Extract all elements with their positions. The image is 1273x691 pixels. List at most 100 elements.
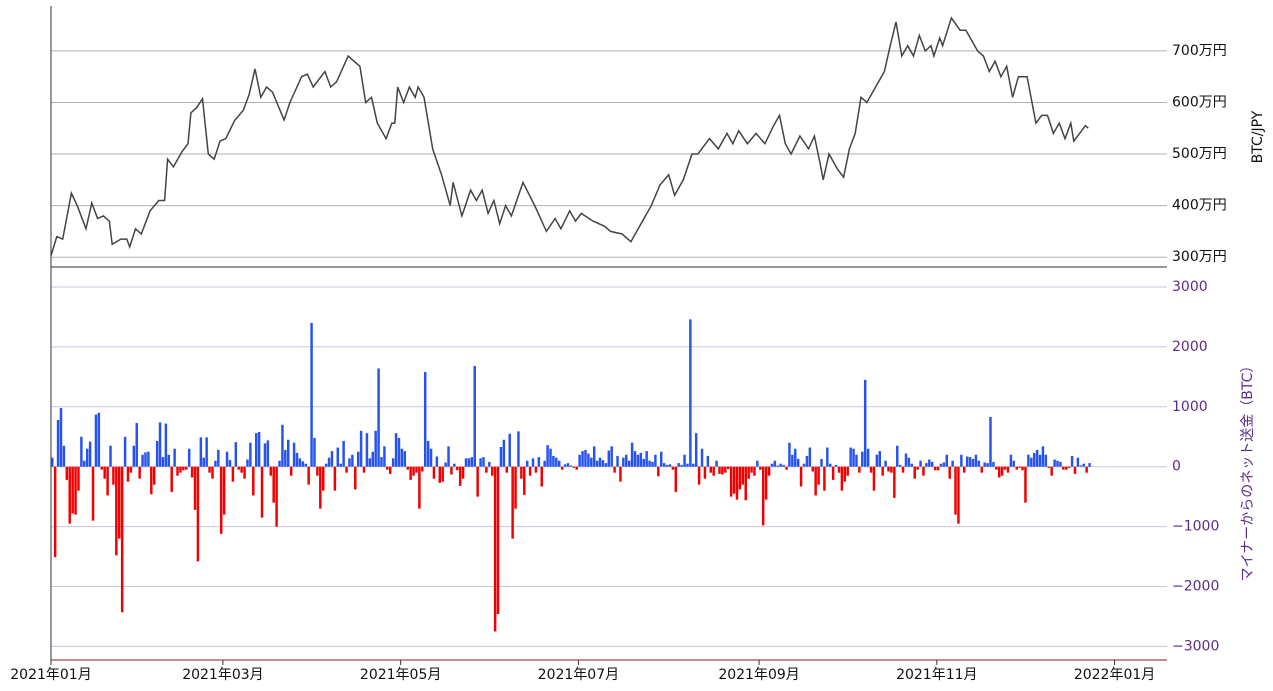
flow-bar	[869, 466, 873, 473]
flow-bar	[578, 454, 581, 467]
flow-bar	[386, 466, 389, 470]
flow-bar	[485, 466, 488, 473]
flow-bar	[601, 460, 605, 467]
flow-bar	[569, 465, 573, 467]
flow-bar	[354, 466, 357, 490]
flow-bar	[633, 451, 637, 467]
price-axis-label: BTC/JPY	[1250, 110, 1266, 163]
flow-bar	[916, 466, 919, 470]
y-tick-label: −2000	[1172, 579, 1219, 595]
flow-bar	[887, 466, 890, 472]
flow-bar	[866, 448, 870, 467]
flow-bar	[613, 466, 616, 473]
flow-bar	[1032, 452, 1036, 467]
flow-bar	[112, 466, 115, 485]
flow-bar	[802, 463, 806, 467]
flow-bar	[281, 424, 284, 467]
flow-bar	[418, 466, 421, 509]
flow-bar	[659, 451, 663, 467]
flow-bar	[155, 440, 159, 467]
flow-bar	[592, 446, 596, 467]
flow-bar	[214, 460, 217, 467]
flow-bar	[960, 454, 963, 467]
flow-bar	[954, 466, 957, 515]
flow-bar	[648, 460, 651, 467]
x-tick-label: 2021年05月	[360, 667, 441, 683]
flow-bar	[662, 463, 666, 467]
flow-bar	[115, 466, 118, 556]
flow-bar	[359, 430, 363, 467]
flow-bar	[922, 466, 925, 476]
flow-bar	[992, 461, 995, 467]
flow-bar	[761, 466, 765, 526]
flow-bar	[190, 466, 194, 478]
flow-bar	[406, 466, 409, 470]
flow-bar	[202, 457, 205, 467]
flow-bar	[222, 466, 226, 515]
flow-bar	[185, 466, 188, 470]
flow-bar	[152, 466, 156, 485]
flow-bar	[272, 466, 275, 503]
flow-bar	[380, 457, 383, 467]
flow-bar	[890, 466, 893, 473]
flow-bar	[665, 464, 669, 467]
flow-bar	[502, 439, 506, 467]
flow-bar	[540, 466, 544, 487]
flow-bar	[100, 466, 104, 470]
flow-bar	[534, 466, 538, 473]
flow-bar	[71, 466, 74, 514]
flow-bar	[295, 452, 299, 467]
flow-bar	[788, 442, 791, 467]
flow-bar	[805, 455, 809, 467]
flow-bar	[389, 466, 392, 474]
flow-bar	[791, 454, 794, 467]
flow-bar	[616, 455, 619, 467]
flow-bar	[1070, 455, 1074, 467]
flow-bar	[62, 445, 66, 467]
flow-bar	[974, 454, 978, 467]
flow-bar	[68, 466, 71, 524]
flow-bar	[724, 466, 727, 473]
flow-bar	[855, 454, 858, 467]
y-tick-label: 700万円	[1172, 43, 1227, 59]
flow-bar	[549, 448, 552, 467]
flow-bar	[514, 466, 517, 509]
flow-bar	[1047, 466, 1051, 468]
flow-bar	[727, 466, 730, 470]
flow-bar	[85, 448, 89, 467]
flow-bar	[456, 466, 459, 471]
flow-bar	[511, 466, 514, 539]
flow-bar	[278, 460, 281, 467]
flow-bar	[837, 466, 841, 473]
flow-bar	[689, 319, 692, 467]
flow-bar	[208, 466, 211, 473]
flow-bar	[141, 454, 144, 467]
flow-bar	[240, 466, 243, 473]
flow-bar	[1027, 454, 1030, 467]
flow-bar	[587, 453, 590, 467]
flow-bar	[482, 457, 485, 467]
flow-bar	[1038, 454, 1042, 467]
flow-bar	[823, 466, 826, 491]
flow-bar	[493, 466, 497, 632]
flow-bar	[158, 422, 162, 467]
flow-bar	[566, 463, 570, 467]
flow-bar	[1065, 466, 1068, 470]
flow-bar	[794, 448, 797, 467]
flow-bar	[225, 451, 229, 467]
flow-bar	[680, 464, 683, 467]
flow-bar	[893, 466, 896, 498]
flow-bar	[429, 448, 433, 467]
flow-bar	[263, 443, 267, 467]
flow-bar	[289, 466, 293, 476]
flow-bar	[351, 454, 354, 467]
y-tick-label: 3000	[1172, 279, 1208, 295]
flow-bar	[706, 455, 710, 467]
y-tick-label: 400万円	[1172, 198, 1227, 214]
flow-bar	[951, 460, 954, 467]
flow-bar	[779, 463, 782, 467]
flow-bar	[980, 466, 983, 473]
flow-bar	[560, 466, 564, 470]
flow-bar	[907, 457, 911, 467]
flow-bar	[910, 463, 914, 467]
